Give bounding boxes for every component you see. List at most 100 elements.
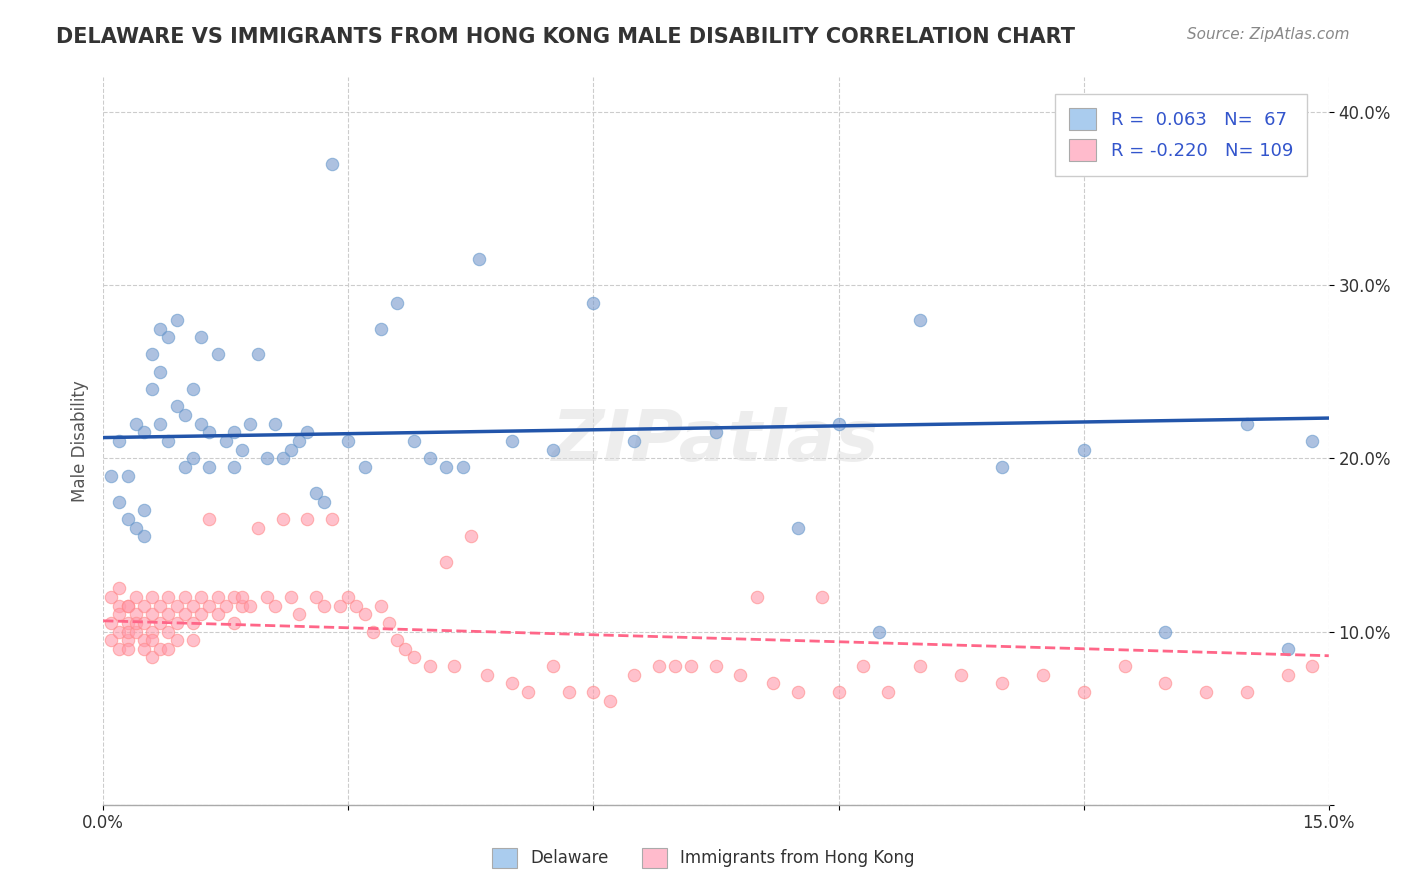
Point: [173, 590, 195, 604]
Point: [501, 434, 523, 448]
Point: [132, 503, 155, 517]
Point: [141, 590, 163, 604]
Point: [108, 599, 131, 613]
Point: [117, 633, 139, 648]
Point: [247, 521, 270, 535]
Point: [419, 659, 441, 673]
Point: [207, 347, 229, 361]
Point: [166, 633, 188, 648]
Point: [394, 641, 416, 656]
Point: [117, 615, 139, 630]
Point: [149, 365, 172, 379]
Point: [181, 382, 204, 396]
Point: [149, 615, 172, 630]
Point: [181, 599, 204, 613]
Point: [117, 641, 139, 656]
Point: [288, 607, 311, 622]
Point: [173, 460, 195, 475]
Point: [181, 615, 204, 630]
Point: [402, 434, 425, 448]
Point: [141, 633, 163, 648]
Point: [247, 347, 270, 361]
Point: [991, 676, 1014, 690]
Point: [132, 425, 155, 440]
Point: [745, 590, 768, 604]
Point: [1114, 659, 1136, 673]
Point: [141, 382, 163, 396]
Point: [541, 659, 564, 673]
Point: [157, 590, 180, 604]
Point: [198, 599, 221, 613]
Point: [1073, 685, 1095, 699]
Point: [149, 641, 172, 656]
Point: [157, 434, 180, 448]
Point: [271, 512, 294, 526]
Point: [198, 460, 221, 475]
Point: [312, 494, 335, 508]
Point: [190, 607, 212, 622]
Point: [704, 659, 727, 673]
Point: [108, 641, 131, 656]
Point: [132, 615, 155, 630]
Point: [117, 512, 139, 526]
Point: [353, 460, 375, 475]
Point: [664, 659, 686, 673]
Point: [346, 599, 368, 613]
Point: [1277, 668, 1299, 682]
Point: [190, 417, 212, 431]
Point: [288, 434, 311, 448]
Point: [599, 694, 621, 708]
Point: [231, 599, 253, 613]
Point: [181, 451, 204, 466]
Point: [215, 434, 238, 448]
Point: [190, 590, 212, 604]
Point: [329, 599, 352, 613]
Point: [222, 615, 245, 630]
Point: [353, 607, 375, 622]
Point: [125, 521, 148, 535]
Point: [704, 425, 727, 440]
Point: [648, 659, 671, 673]
Point: [297, 425, 319, 440]
Point: [141, 347, 163, 361]
Point: [166, 313, 188, 327]
Point: [100, 468, 122, 483]
Point: [166, 599, 188, 613]
Point: [337, 434, 360, 448]
Point: [387, 633, 409, 648]
Point: [434, 460, 457, 475]
Point: [108, 607, 131, 622]
Point: [582, 685, 605, 699]
Point: [108, 624, 131, 639]
Point: [910, 659, 932, 673]
Point: [157, 641, 180, 656]
Point: [1154, 676, 1177, 690]
Point: [108, 494, 131, 508]
Point: [811, 590, 834, 604]
Point: [762, 676, 785, 690]
Point: [132, 633, 155, 648]
Point: [198, 425, 221, 440]
Point: [378, 615, 401, 630]
Point: [166, 615, 188, 630]
Point: [231, 442, 253, 457]
Point: [1073, 442, 1095, 457]
Point: [198, 512, 221, 526]
Point: [231, 590, 253, 604]
Point: [263, 417, 285, 431]
Point: [149, 417, 172, 431]
Point: [582, 295, 605, 310]
Point: [157, 624, 180, 639]
Point: [173, 607, 195, 622]
Point: [558, 685, 581, 699]
Point: [271, 451, 294, 466]
Point: [541, 442, 564, 457]
Point: [304, 486, 326, 500]
Point: [190, 330, 212, 344]
Point: [125, 615, 148, 630]
Point: [100, 615, 122, 630]
Point: [730, 668, 752, 682]
Point: [149, 321, 172, 335]
Point: [1195, 685, 1218, 699]
Point: [108, 581, 131, 595]
